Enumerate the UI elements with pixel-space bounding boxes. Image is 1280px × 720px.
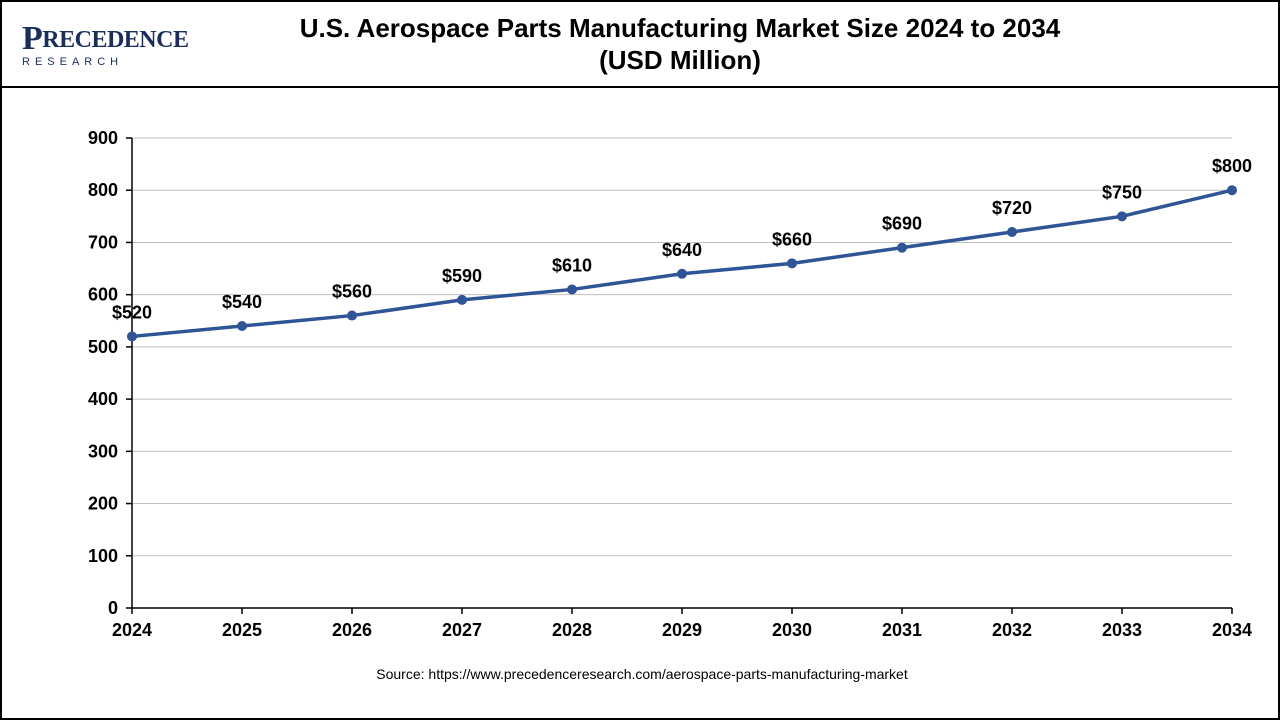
data-marker: [567, 284, 577, 294]
data-label: $610: [552, 255, 592, 275]
data-marker: [1007, 227, 1017, 237]
data-marker: [127, 331, 137, 341]
data-label: $690: [882, 214, 922, 234]
x-tick-label: 2034: [1212, 620, 1252, 640]
chart-title: U.S. Aerospace Parts Manufacturing Marke…: [222, 12, 1258, 77]
logo-main-text: PRECEDENCE: [22, 27, 188, 53]
data-label: $720: [992, 198, 1032, 218]
data-label: $560: [332, 282, 372, 302]
y-tick-label: 200: [88, 494, 118, 514]
header-bar: PRECEDENCE RESEARCH U.S. Aerospace Parts…: [2, 2, 1278, 88]
y-tick-label: 300: [88, 441, 118, 461]
y-tick-label: 700: [88, 232, 118, 252]
title-line-1: U.S. Aerospace Parts Manufacturing Marke…: [300, 13, 1061, 43]
x-tick-label: 2027: [442, 620, 482, 640]
title-line-2: (USD Million): [599, 45, 761, 75]
data-line: [132, 190, 1232, 336]
logo-sub-text: RESEARCH: [22, 56, 188, 68]
data-label: $520: [112, 302, 152, 322]
data-marker: [457, 295, 467, 305]
data-marker: [347, 311, 357, 321]
data-label: $540: [222, 292, 262, 312]
chart-area: 0100200300400500600700800900202420252026…: [2, 88, 1280, 688]
y-tick-label: 800: [88, 180, 118, 200]
data-label: $640: [662, 240, 702, 260]
y-tick-label: 900: [88, 128, 118, 148]
x-tick-label: 2028: [552, 620, 592, 640]
x-tick-label: 2024: [112, 620, 152, 640]
x-tick-label: 2031: [882, 620, 922, 640]
x-tick-label: 2025: [222, 620, 262, 640]
data-marker: [677, 269, 687, 279]
data-marker: [787, 258, 797, 268]
data-marker: [897, 243, 907, 253]
brand-logo: PRECEDENCE RESEARCH: [22, 14, 222, 74]
data-label: $590: [442, 266, 482, 286]
data-label: $750: [1102, 182, 1142, 202]
data-marker: [1227, 185, 1237, 195]
y-tick-label: 400: [88, 389, 118, 409]
logo-word: RECEDENCE: [42, 27, 188, 53]
y-tick-label: 0: [108, 598, 118, 618]
x-tick-label: 2032: [992, 620, 1032, 640]
y-tick-label: 100: [88, 546, 118, 566]
line-chart-svg: 0100200300400500600700800900202420252026…: [2, 88, 1278, 688]
data-label: $800: [1212, 156, 1252, 176]
x-tick-label: 2026: [332, 620, 372, 640]
source-caption: Source: https://www.precedenceresearch.c…: [2, 666, 1280, 682]
data-label: $660: [772, 229, 812, 249]
x-tick-label: 2033: [1102, 620, 1142, 640]
x-tick-label: 2029: [662, 620, 702, 640]
data-marker: [237, 321, 247, 331]
chart-container: PRECEDENCE RESEARCH U.S. Aerospace Parts…: [0, 0, 1280, 720]
x-tick-label: 2030: [772, 620, 812, 640]
y-tick-label: 500: [88, 337, 118, 357]
data-marker: [1117, 211, 1127, 221]
